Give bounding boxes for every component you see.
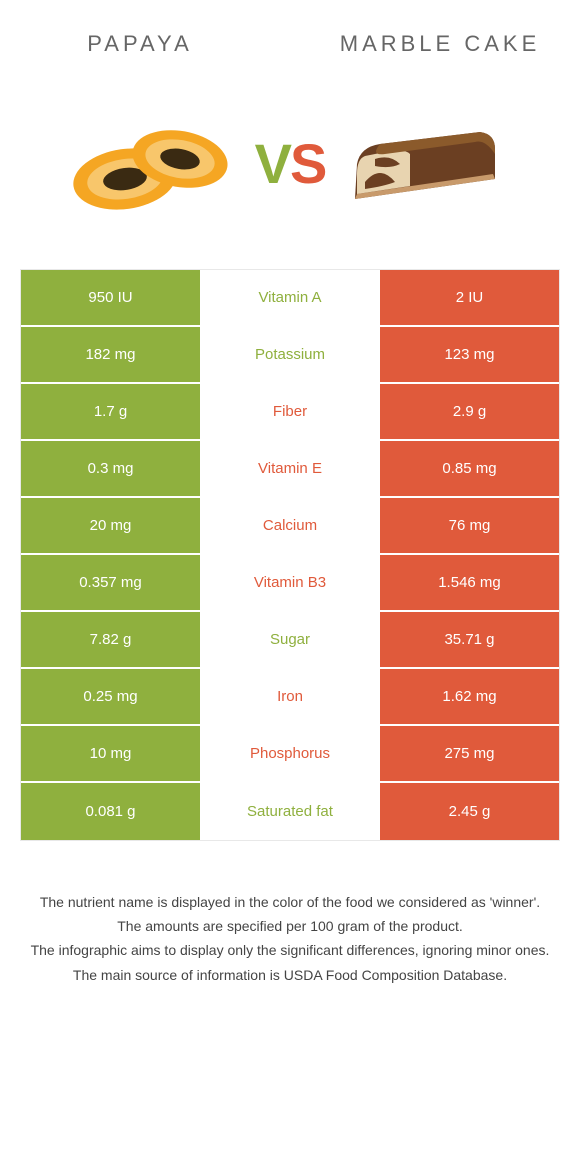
nutrient-name: Calcium bbox=[200, 498, 380, 553]
footnote-line: The main source of information is USDA F… bbox=[30, 964, 550, 986]
cake-icon bbox=[335, 104, 515, 224]
left-value: 1.7 g bbox=[21, 384, 200, 439]
left-value: 0.3 mg bbox=[21, 441, 200, 496]
right-value: 1.62 mg bbox=[380, 669, 559, 724]
nutrient-name: Iron bbox=[200, 669, 380, 724]
vs-v-letter: V bbox=[255, 132, 290, 195]
footnote-line: The amounts are specified per 100 gram o… bbox=[30, 915, 550, 937]
nutrient-name: Vitamin E bbox=[200, 441, 380, 496]
nutrient-name: Vitamin B3 bbox=[200, 555, 380, 610]
left-value: 10 mg bbox=[21, 726, 200, 781]
cake-image bbox=[335, 99, 515, 229]
table-row: 0.3 mgVitamin E0.85 mg bbox=[21, 441, 559, 498]
right-value: 275 mg bbox=[380, 726, 559, 781]
right-value: 2 IU bbox=[380, 270, 559, 325]
nutrient-name: Vitamin A bbox=[200, 270, 380, 325]
table-row: 0.25 mgIron1.62 mg bbox=[21, 669, 559, 726]
nutrient-name: Fiber bbox=[200, 384, 380, 439]
footnotes: The nutrient name is displayed in the co… bbox=[0, 841, 580, 1009]
nutrient-name: Potassium bbox=[200, 327, 380, 382]
vs-badge: VS bbox=[255, 131, 326, 196]
images-row: VS bbox=[0, 69, 580, 269]
header-right-title: Marble cake bbox=[320, 30, 560, 59]
table-row: 0.081 gSaturated fat2.45 g bbox=[21, 783, 559, 840]
nutrient-table: 950 IUVitamin A2 IU182 mgPotassium123 mg… bbox=[20, 269, 560, 841]
right-value: 76 mg bbox=[380, 498, 559, 553]
papaya-icon bbox=[65, 104, 245, 224]
right-value: 0.85 mg bbox=[380, 441, 559, 496]
nutrient-name: Phosphorus bbox=[200, 726, 380, 781]
table-row: 950 IUVitamin A2 IU bbox=[21, 270, 559, 327]
right-value: 35.71 g bbox=[380, 612, 559, 667]
left-value: 182 mg bbox=[21, 327, 200, 382]
table-row: 7.82 gSugar35.71 g bbox=[21, 612, 559, 669]
right-value: 1.546 mg bbox=[380, 555, 559, 610]
left-value: 950 IU bbox=[21, 270, 200, 325]
vs-s-letter: S bbox=[290, 132, 325, 195]
header-left-title: Papaya bbox=[20, 30, 260, 59]
right-value: 2.45 g bbox=[380, 783, 559, 840]
table-row: 10 mgPhosphorus275 mg bbox=[21, 726, 559, 783]
header: Papaya Marble cake bbox=[0, 0, 580, 69]
nutrient-name: Sugar bbox=[200, 612, 380, 667]
table-row: 0.357 mgVitamin B31.546 mg bbox=[21, 555, 559, 612]
left-value: 0.081 g bbox=[21, 783, 200, 840]
right-value: 2.9 g bbox=[380, 384, 559, 439]
table-row: 1.7 gFiber2.9 g bbox=[21, 384, 559, 441]
footnote-line: The nutrient name is displayed in the co… bbox=[30, 891, 550, 913]
footnote-line: The infographic aims to display only the… bbox=[30, 939, 550, 961]
left-value: 20 mg bbox=[21, 498, 200, 553]
table-row: 20 mgCalcium76 mg bbox=[21, 498, 559, 555]
left-value: 0.357 mg bbox=[21, 555, 200, 610]
left-value: 7.82 g bbox=[21, 612, 200, 667]
right-value: 123 mg bbox=[380, 327, 559, 382]
left-value: 0.25 mg bbox=[21, 669, 200, 724]
papaya-image bbox=[65, 99, 245, 229]
nutrient-name: Saturated fat bbox=[200, 783, 380, 840]
table-row: 182 mgPotassium123 mg bbox=[21, 327, 559, 384]
